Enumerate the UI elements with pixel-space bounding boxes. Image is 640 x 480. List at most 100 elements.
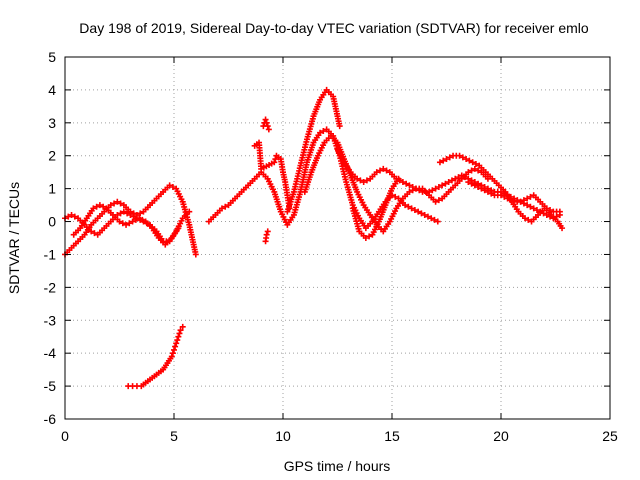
series-track-4 <box>125 323 186 390</box>
data-point-marker <box>426 188 433 195</box>
data-point-marker <box>129 218 136 225</box>
data-point-marker-fill <box>475 167 482 174</box>
data-point-marker-fill <box>459 154 466 161</box>
data-point-marker <box>173 340 180 347</box>
data-point-marker-fill <box>431 216 438 223</box>
data-point-marker <box>68 211 75 218</box>
data-point-marker <box>116 218 123 225</box>
data-point-marker-fill <box>462 174 469 181</box>
data-point-marker <box>498 192 504 199</box>
data-point-marker-fill <box>71 213 78 220</box>
data-point-marker-fill <box>130 213 137 220</box>
data-point-marker-fill <box>392 193 399 200</box>
data-point-marker-fill <box>65 213 72 220</box>
data-point-marker-fill <box>272 156 279 163</box>
data-point-marker <box>186 208 193 215</box>
data-point-marker-fill <box>440 157 447 164</box>
data-point-marker <box>517 198 524 205</box>
data-point-marker-fill <box>475 183 482 190</box>
data-point-marker-fill <box>547 207 554 214</box>
data-point-marker-fill <box>117 210 124 217</box>
data-point-marker <box>264 228 271 235</box>
data-point-marker <box>439 182 446 189</box>
data-point-marker-fill <box>466 157 473 164</box>
data-point-marker <box>415 208 422 215</box>
y-tick-label: 0 <box>48 214 56 230</box>
data-point-marker-fill <box>455 174 462 181</box>
series-track-12 <box>251 139 293 212</box>
data-point-marker <box>168 353 175 360</box>
data-point-marker <box>443 156 450 163</box>
data-point-marker-fill <box>320 128 327 135</box>
data-point-marker <box>114 198 121 205</box>
data-point-marker-fill <box>174 337 181 344</box>
data-point-marker <box>360 179 367 186</box>
data-point-marker <box>478 185 485 192</box>
data-point-marker <box>463 156 470 163</box>
data-point-marker-fill <box>488 190 495 197</box>
data-point-marker <box>406 182 413 189</box>
data-point-marker <box>524 195 531 202</box>
data-point-marker <box>127 211 134 218</box>
data-point-marker <box>373 169 380 176</box>
data-point-marker-fill <box>533 207 540 214</box>
y-axis-label: SDTVAR / TECUs <box>6 182 22 294</box>
y-tick-label: -5 <box>44 378 57 394</box>
data-point-marker <box>107 202 114 209</box>
data-point-marker-fill <box>357 177 364 184</box>
data-point-marker-fill <box>172 343 179 350</box>
y-tick-label: -3 <box>44 312 57 328</box>
data-point-marker-fill <box>132 216 139 223</box>
y-tick-label: -6 <box>44 411 57 427</box>
data-point-marker-fill <box>139 216 146 223</box>
data-point-marker <box>543 205 550 212</box>
data-point-marker <box>504 195 511 202</box>
data-point-marker-fill <box>111 200 118 207</box>
data-point-marker-fill <box>468 180 475 187</box>
data-point-marker-fill <box>377 167 384 174</box>
data-point-marker <box>286 205 293 212</box>
y-tick-label: 4 <box>48 82 56 98</box>
series-track-10 <box>465 179 563 215</box>
data-point-marker-fill <box>527 203 534 210</box>
data-point-marker <box>171 346 177 353</box>
y-tick-label: -4 <box>44 345 57 361</box>
data-point-marker-fill <box>403 180 410 187</box>
data-point-marker-fill <box>117 200 124 207</box>
data-point-marker <box>524 202 531 209</box>
data-point-marker <box>452 175 459 182</box>
data-point-marker <box>432 198 439 205</box>
data-point-marker <box>421 211 428 218</box>
data-point-marker <box>123 221 130 228</box>
data-point-marker-fill <box>93 203 100 210</box>
data-point-marker <box>445 179 452 186</box>
axis-ticks: 0 5 10 15 20 25 -6 -5 -4 -3 -2 -1 0 1 2 3 4 5 <box>44 49 618 444</box>
data-point-marker-fill <box>91 230 98 237</box>
data-point-marker-fill <box>169 350 176 357</box>
data-point-marker-fill <box>176 330 183 337</box>
y-tick-label: 1 <box>48 181 56 197</box>
data-point-marker-fill <box>383 167 390 174</box>
data-point-marker-fill <box>435 183 442 190</box>
data-point-marker-fill <box>416 187 423 194</box>
data-point-marker-fill <box>363 177 370 184</box>
x-tick-label: 0 <box>61 428 69 444</box>
data-point-marker <box>521 215 528 222</box>
x-tick-label: 5 <box>170 428 178 444</box>
data-point-marker <box>175 333 182 340</box>
data-point-marker-fill <box>222 203 229 210</box>
data-point-marker-fill <box>405 203 412 210</box>
data-points <box>62 86 566 390</box>
data-point-marker <box>406 188 413 195</box>
data-point-marker <box>432 185 439 192</box>
data-point-marker <box>175 225 182 232</box>
data-point-marker <box>218 205 225 212</box>
data-point-marker <box>393 175 400 182</box>
data-point-marker <box>336 123 343 130</box>
series-track-3 <box>70 202 182 248</box>
data-point-marker-fill <box>126 220 133 227</box>
data-point-marker-fill <box>446 154 453 161</box>
data-point-marker <box>428 215 435 222</box>
data-point-marker <box>436 159 443 166</box>
data-point-marker <box>408 205 415 212</box>
